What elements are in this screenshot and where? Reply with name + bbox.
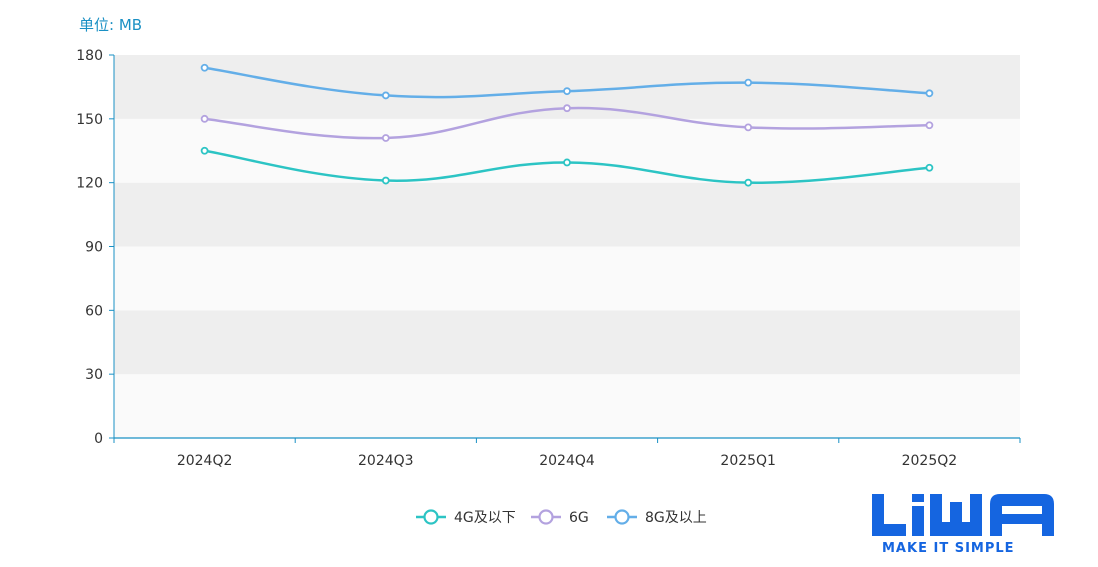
y-tick-label: 30	[85, 367, 103, 383]
legend-label: 4G及以下	[454, 510, 516, 526]
grid-band	[114, 246, 1020, 311]
y-tick-label: 180	[76, 48, 103, 64]
data-point	[925, 163, 934, 172]
y-tick-label: 90	[85, 240, 103, 256]
grid-band	[114, 374, 1020, 438]
data-point	[563, 158, 571, 167]
legend-swatch-circle	[614, 509, 630, 525]
background-bands	[114, 55, 1020, 438]
data-point	[381, 91, 390, 100]
x-tick-label: 2024Q2	[177, 453, 233, 469]
grid-band	[114, 310, 1020, 375]
legend-item-0[interactable]: 4G及以下	[416, 509, 516, 526]
y-axis: 0 30 60 90 120 150 180	[76, 48, 115, 447]
x-axis: 2024Q2 2024Q3 2024Q4 2025Q1 2025Q2	[113, 437, 1021, 469]
data-point	[381, 134, 390, 142]
data-point	[744, 123, 753, 132]
legend-label: 6G	[569, 510, 589, 526]
legend-item-2[interactable]: 8G及以上	[607, 509, 707, 526]
legend-label: 8G及以上	[645, 510, 707, 526]
y-axis-unit-label: 单位: MB	[79, 16, 143, 34]
data-point	[200, 146, 209, 155]
data-point	[925, 89, 934, 98]
data-point	[381, 176, 390, 185]
x-tick-label: 2025Q1	[720, 453, 776, 469]
legend-swatch-circle	[423, 509, 439, 525]
grid-band	[114, 182, 1020, 247]
data-point	[744, 78, 753, 87]
data-point	[744, 178, 753, 187]
series-0	[200, 146, 934, 187]
series-2	[200, 63, 934, 100]
data-point	[200, 114, 209, 123]
data-point	[563, 104, 571, 113]
y-tick-label: 150	[76, 112, 103, 128]
grid-band	[114, 118, 1020, 183]
data-point	[200, 63, 209, 72]
legend-item-1[interactable]: 6G	[531, 509, 589, 526]
series-lines	[200, 63, 934, 187]
liwa-logo-icon	[872, 494, 1054, 536]
y-tick-label: 60	[85, 303, 103, 319]
brand-logo	[866, 490, 1066, 560]
data-point	[563, 87, 571, 96]
y-tick-label: 120	[76, 176, 103, 192]
x-tick-label: 2024Q4	[539, 453, 595, 469]
y-tick-label: 0	[94, 431, 103, 447]
logo-tagline: MAKE IT SIMPLE	[882, 541, 1015, 556]
legend-swatch-circle	[538, 509, 554, 525]
x-tick-label: 2025Q2	[902, 453, 958, 469]
series-1	[200, 104, 934, 142]
legend[interactable]: 4G及以下 6G 8G及以上	[416, 509, 707, 526]
x-tick-label: 2024Q3	[358, 453, 414, 469]
data-point	[925, 121, 934, 130]
